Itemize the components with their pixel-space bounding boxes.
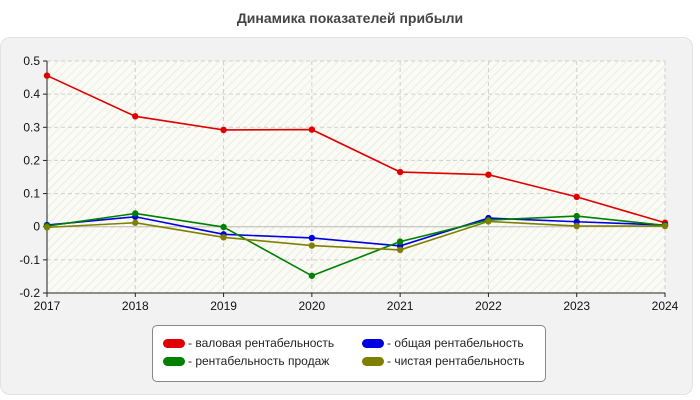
data-point-gross bbox=[573, 193, 580, 201]
x-tick-label: 2018 bbox=[122, 299, 149, 313]
data-point-sales bbox=[220, 223, 227, 231]
data-point-net bbox=[396, 246, 404, 254]
legend-label-net: - чистая рентабельность bbox=[387, 354, 525, 368]
legend: - валовая рентабельность - общая рентабе… bbox=[152, 325, 546, 382]
series-line-sales bbox=[46, 212, 666, 277]
axes: -0.2 -0.1 0 0.1 0.2 0.3 0.4 0.5 2017 2018 2019 2020… bbox=[19, 54, 678, 313]
legend-label-total: - общая рентабельность bbox=[387, 336, 524, 350]
data-point-gross bbox=[485, 171, 492, 178]
legend-label-sales: - рентабельность продаж bbox=[188, 354, 330, 368]
y-tick-label: 0.3 bbox=[23, 120, 40, 134]
chart-title: Динамика показателей прибыли bbox=[236, 10, 464, 26]
legend-item-sales: - рентабельность продаж bbox=[163, 354, 329, 368]
x-tick-label: 2023 bbox=[563, 299, 590, 313]
plot-area bbox=[47, 61, 665, 293]
legend-item-net: - чистая рентабельность bbox=[362, 354, 524, 368]
series-line-total bbox=[46, 215, 666, 247]
x-tick-label: 2020 bbox=[299, 299, 326, 313]
y-tick-label: 0.4 bbox=[23, 87, 40, 101]
data-point-sales bbox=[308, 272, 316, 279]
data-point-gross bbox=[396, 168, 404, 176]
data-point-net bbox=[220, 234, 227, 241]
y-tick-label: -0.1 bbox=[19, 253, 40, 267]
x-tick-label: 2022 bbox=[475, 299, 502, 313]
legend-swatch-total bbox=[362, 338, 384, 348]
data-point-gross bbox=[308, 126, 316, 133]
x-tick-label: 2024 bbox=[652, 299, 679, 313]
series-group bbox=[43, 72, 669, 279]
data-point-net bbox=[485, 218, 492, 225]
data-point-net bbox=[132, 219, 139, 226]
data-point-sales bbox=[396, 238, 404, 245]
grid bbox=[46, 60, 666, 294]
y-tick-label: -0.2 bbox=[19, 286, 40, 300]
x-tick-label: 2019 bbox=[210, 299, 237, 313]
data-point-gross bbox=[132, 113, 139, 120]
data-point-sales bbox=[132, 210, 139, 217]
data-point-net bbox=[308, 242, 316, 249]
data-point-net bbox=[573, 222, 580, 230]
data-point-net bbox=[43, 224, 51, 231]
legend-swatch-gross bbox=[163, 338, 185, 348]
legend-item-gross: - валовая рентабельность bbox=[163, 336, 334, 350]
data-point-gross bbox=[43, 72, 51, 79]
legend-label-gross: - валовая рентабельность bbox=[188, 336, 335, 350]
x-tick-label: 2021 bbox=[387, 299, 414, 313]
legend-item-total: - общая рентабельность bbox=[362, 336, 524, 350]
y-tick-label: 0 bbox=[33, 220, 40, 234]
series-line-net bbox=[46, 220, 665, 251]
legend-swatch-net bbox=[362, 356, 384, 366]
y-tick-label: 0.1 bbox=[23, 187, 40, 201]
data-point-sales bbox=[573, 212, 580, 220]
series-line-gross bbox=[46, 74, 666, 224]
x-tick-label: 2017 bbox=[34, 299, 61, 313]
data-point-gross bbox=[220, 126, 227, 134]
y-tick-label: 0.5 bbox=[23, 54, 40, 68]
data-point-total bbox=[308, 234, 316, 242]
y-tick-label: 0.2 bbox=[23, 153, 40, 167]
data-point-net bbox=[661, 222, 669, 230]
legend-swatch-sales bbox=[163, 356, 185, 366]
